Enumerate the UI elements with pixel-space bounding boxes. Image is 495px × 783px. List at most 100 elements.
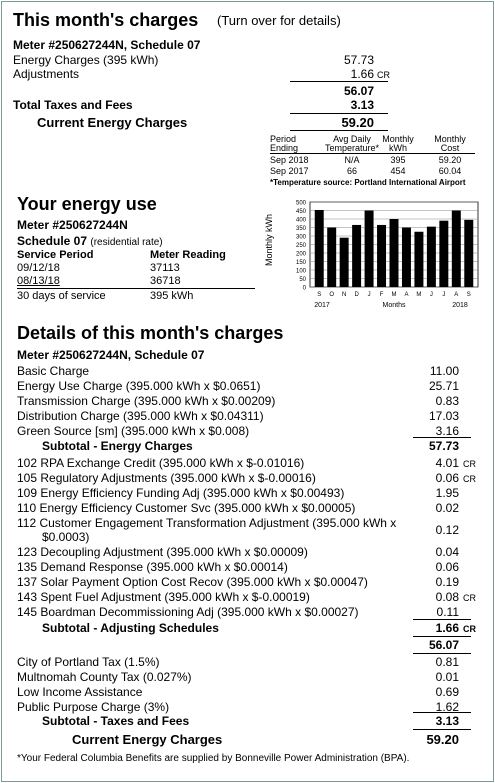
subtotal-energy-value: 57.73 bbox=[428, 439, 459, 453]
charge-label: 143 Spent Fuel Adjustment (395.000 kWh x… bbox=[17, 590, 310, 604]
bar bbox=[377, 224, 387, 287]
summary-energy-value: 57.73 bbox=[343, 53, 374, 67]
x-tick-label: S bbox=[317, 292, 321, 298]
bar bbox=[464, 219, 474, 287]
service-date: 08/13/18 bbox=[17, 275, 60, 287]
x-tick-label: J bbox=[368, 292, 371, 298]
year-start-label: 2017 bbox=[314, 302, 330, 309]
period-cell: 454 bbox=[390, 166, 406, 176]
details-meter: Meter #250627244N, Schedule 07 bbox=[17, 348, 205, 362]
usage-chart: Monthly kWh Months 2017 2018 0 50 100 150 20… bbox=[264, 201, 479, 309]
y-tick-label: 50 bbox=[299, 277, 306, 283]
meter-reading: 37113 bbox=[150, 262, 180, 274]
charge-value: 25.71 bbox=[428, 379, 459, 393]
charge-label: Public Purpose Charge (3%) bbox=[17, 700, 170, 714]
period-header-1b: Ending bbox=[270, 143, 299, 153]
x-tick-label: F bbox=[380, 292, 384, 298]
subtotal-tax-label: Subtotal - Taxes and Fees bbox=[42, 714, 190, 728]
service-date: 09/12/18 bbox=[17, 262, 60, 274]
y-tick-label: 500 bbox=[296, 201, 307, 207]
charge-value: 0.06 bbox=[435, 560, 459, 574]
period-header-3b: kWh bbox=[389, 143, 407, 153]
divider bbox=[413, 712, 471, 713]
bar bbox=[414, 231, 424, 287]
cr-marker: CR bbox=[463, 624, 476, 634]
charge-label: 105 Regulatory Adjustments (395.000 kWh … bbox=[17, 471, 316, 485]
net-value: 56.07 bbox=[428, 638, 459, 652]
usage-schedule: Schedule 07 bbox=[17, 234, 88, 248]
usage-meter: Meter #250627244N bbox=[17, 218, 128, 232]
days-of-service: 30 days of service bbox=[17, 290, 106, 302]
charge-value: 0.81 bbox=[435, 655, 459, 669]
x-tick-label: A bbox=[404, 292, 408, 298]
summary-current-label: Current Energy Charges bbox=[37, 115, 188, 130]
y-axis-label: Monthly kWh bbox=[264, 214, 274, 266]
divider bbox=[413, 729, 471, 730]
period-cell: Sep 2017 bbox=[270, 166, 309, 176]
y-tick-label: 350 bbox=[296, 226, 307, 232]
charge-value: 0.11 bbox=[436, 605, 459, 619]
charge-value: 0.08 bbox=[435, 590, 459, 604]
details-current-value: 59.20 bbox=[426, 732, 459, 747]
divider bbox=[270, 153, 475, 154]
divider bbox=[290, 81, 388, 82]
details-current-label: Current Energy Charges bbox=[72, 732, 223, 747]
summary-meter: Meter #250627244N, Schedule 07 bbox=[13, 38, 201, 52]
y-tick-label: 150 bbox=[296, 260, 307, 266]
charge-value: 4.01 bbox=[435, 456, 459, 470]
bar bbox=[389, 219, 399, 287]
usage-schedule-note: (residential rate) bbox=[90, 237, 163, 248]
summary-current-value: 59.20 bbox=[341, 115, 374, 130]
charge-label: Low Income Assistance bbox=[17, 685, 143, 699]
total-kwh: 395 kWh bbox=[150, 290, 194, 302]
period-header-4b: Cost bbox=[440, 143, 460, 153]
footer-note: *Your Federal Columbia Benefits are supp… bbox=[17, 753, 410, 764]
charge-value: 3.16 bbox=[435, 424, 459, 438]
x-tick-label: A bbox=[454, 292, 458, 298]
summary-adjustments-value: 1.66 bbox=[350, 67, 374, 81]
turn-over-note: (Turn over for details) bbox=[217, 13, 341, 28]
x-tick-label: S bbox=[467, 292, 471, 298]
cr-marker: CR bbox=[463, 459, 476, 469]
period-cell: 66 bbox=[346, 166, 357, 176]
charge-value: 11.00 bbox=[429, 364, 459, 378]
summary-taxes-value: 3.13 bbox=[350, 98, 374, 112]
charge-label: Basic Charge bbox=[17, 364, 90, 378]
x-tick-label: J bbox=[442, 292, 445, 298]
service-period-header: Service Period bbox=[17, 249, 94, 261]
charge-label: 123 Decoupling Adjustment (395.000 kWh x… bbox=[17, 545, 308, 559]
meter-reading-header: Meter Reading bbox=[150, 249, 226, 261]
y-tick-label: 0 bbox=[303, 286, 307, 292]
x-tick-label: M bbox=[392, 292, 397, 298]
y-tick-label: 100 bbox=[296, 269, 307, 275]
charge-label: Energy Use Charge (395.000 kWh x $0.0651… bbox=[17, 379, 261, 393]
cr-marker: CR bbox=[463, 474, 476, 484]
charge-label: City of Portland Tax (1.5%) bbox=[17, 655, 160, 669]
period-header-3a: Monthly bbox=[382, 134, 414, 144]
bar bbox=[426, 226, 436, 287]
year-end-label: 2018 bbox=[452, 302, 468, 309]
charge-value: 1.62 bbox=[435, 700, 459, 714]
adjustment-112-label-line1: 112 Customer Engagement Transformation A… bbox=[17, 516, 397, 530]
period-cell: Sep 2018 bbox=[270, 155, 309, 165]
divider bbox=[413, 619, 471, 620]
divider bbox=[413, 437, 471, 438]
charge-value: 0.01 bbox=[435, 670, 459, 684]
charge-label: 102 RPA Exchange Credit (395.000 kWh x $… bbox=[17, 456, 305, 470]
adjustment-112-value: 0.12 bbox=[435, 523, 459, 537]
divider bbox=[413, 636, 471, 637]
summary-energy-label: Energy Charges (395 kWh) bbox=[13, 53, 159, 67]
period-cell: 59.20 bbox=[438, 155, 462, 165]
details-title: Details of this month's charges bbox=[17, 323, 284, 343]
subtotal-adj-value: 1.66 bbox=[435, 621, 459, 635]
bar bbox=[439, 220, 449, 287]
usage-schedule-line: Schedule 07 (residential rate) bbox=[17, 234, 163, 250]
page-title: This month's charges bbox=[13, 10, 199, 30]
bar bbox=[352, 224, 362, 287]
period-cell: 395 bbox=[390, 155, 406, 165]
charge-value: 17.03 bbox=[428, 409, 459, 423]
bar bbox=[327, 227, 337, 287]
charge-label: 145 Boardman Decommissioning Adj (395.00… bbox=[17, 605, 359, 619]
bar bbox=[401, 227, 411, 287]
period-cell: N/A bbox=[344, 155, 360, 165]
